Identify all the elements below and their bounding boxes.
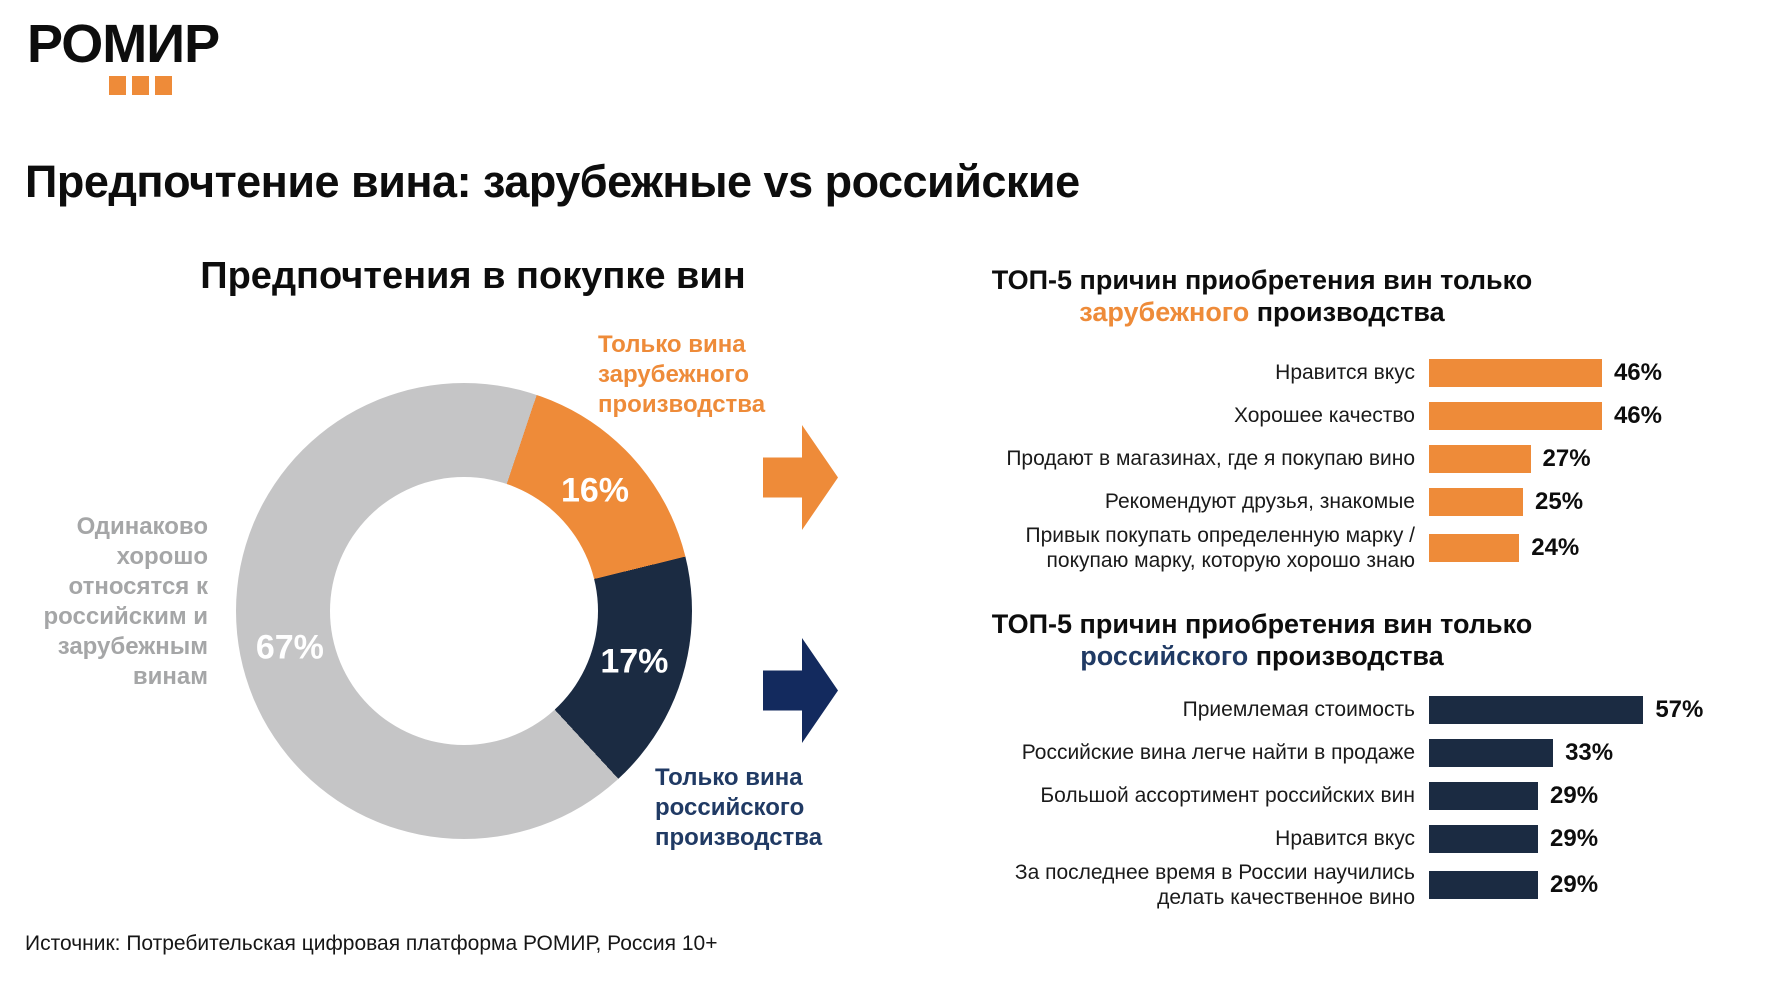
bar: [1429, 871, 1539, 899]
donut-hole: [330, 477, 598, 745]
bar: [1429, 358, 1602, 387]
bar-label: Нравится вкус: [1275, 827, 1415, 850]
bar: [1429, 401, 1602, 430]
bar-value: 27%: [1542, 444, 1591, 472]
bar-label: Российские вина легче найти в продаже: [1021, 741, 1415, 764]
annotation-both-wines: Одинаково хорошо относятся к российским …: [43, 513, 209, 690]
bar-row: Продают в магазинах, где я покупаю вино …: [960, 437, 1720, 480]
arrow-right-foreign-icon: [763, 425, 838, 530]
bar-chart-russian: Приемлемая стоимость 57% Российские вина…: [960, 688, 1720, 910]
bar-value: 33%: [1565, 738, 1614, 766]
title-suffix: производства: [1249, 297, 1445, 327]
romir-logo-text: РОМИР: [27, 14, 220, 74]
arrow-right-russian-icon: [763, 638, 838, 743]
bar-label: Большой ассортимент российских вин: [1040, 784, 1415, 807]
donut-percent-both: 67%: [255, 628, 324, 667]
bar-value: 46%: [1613, 358, 1662, 386]
annotation-foreign-wines: Только вина зарубежного производства: [598, 331, 766, 418]
bar-value: 24%: [1531, 534, 1580, 561]
bar-label: Приемлемая стоимость: [1182, 698, 1415, 721]
source-note: Источник: Потребительская цифровая платф…: [25, 932, 718, 955]
logo-dot-icon: [109, 76, 126, 95]
bar-row: Нравится вкус 29%: [960, 817, 1720, 860]
bar-label: Хорошее качество: [1233, 404, 1415, 427]
bar-chart-title-russian: ТОП-5 причин приобретения вин только рос…: [952, 608, 1572, 672]
title-highlight-foreign: зарубежного: [1079, 297, 1250, 327]
bar-chart-foreign: Нравится вкус 46% Хорошее качество 46% П…: [960, 351, 1720, 573]
bar-value: 29%: [1550, 871, 1599, 898]
logo-dot-icon: [155, 76, 172, 95]
donut-chart: 16% 17% 67%: [236, 383, 692, 839]
bar: [1429, 695, 1644, 724]
bar-row: Приемлемая стоимость 57%: [960, 688, 1720, 731]
bar-label: За последнее время в России научились де…: [1014, 861, 1415, 909]
bar: [1429, 824, 1539, 853]
bar: [1429, 444, 1531, 473]
page-title: Предпочтение вина: зарубежные vs российс…: [25, 156, 1080, 208]
bar-label: Нравится вкус: [1275, 361, 1415, 384]
title-highlight-russian: российского: [1080, 641, 1249, 671]
bar-label: Продают в магазинах, где я покупаю вино: [1006, 447, 1415, 470]
bar-row: Привык покупать определенную марку / пок…: [960, 523, 1720, 573]
logo-dot-icon: [132, 76, 149, 95]
bar-value: 46%: [1613, 401, 1662, 429]
title-line1: ТОП-5 причин приобретения вин только: [991, 265, 1533, 295]
donut-percent-russian: 17%: [600, 642, 669, 681]
bar-label: Привык покупать определенную марку / пок…: [1025, 524, 1415, 572]
bar-row: Большой ассортимент российских вин 29%: [960, 774, 1720, 817]
bar: [1429, 738, 1554, 767]
romir-logo-dots-icon: [109, 76, 172, 95]
bar-row: Рекомендуют друзья, знакомые 25%: [960, 480, 1720, 523]
bar-value: 57%: [1655, 695, 1704, 723]
bar-row: Российские вина легче найти в продаже 33…: [960, 731, 1720, 774]
title-suffix: производства: [1248, 641, 1444, 671]
bar-value: 25%: [1535, 487, 1584, 515]
romir-logo: РОМИР: [27, 14, 220, 95]
donut-chart-title: Предпочтения в покупке вин: [200, 255, 746, 297]
bar-row: За последнее время в России научились де…: [960, 860, 1720, 910]
bar-value: 29%: [1550, 781, 1599, 809]
donut-percent-foreign: 16%: [560, 471, 630, 510]
bar-label: Рекомендуют друзья, знакомые: [1104, 490, 1415, 513]
bar: [1429, 534, 1520, 562]
bar-row: Хорошее качество 46%: [960, 394, 1720, 437]
bar-row: Нравится вкус 46%: [960, 351, 1720, 394]
bar: [1429, 781, 1539, 810]
bar-chart-title-foreign: ТОП-5 причин приобретения вин только зар…: [952, 264, 1572, 328]
annotation-russian-wines: Только вина российского производства: [655, 764, 823, 851]
bar-value: 29%: [1550, 824, 1599, 852]
bar: [1429, 487, 1523, 516]
title-line1: ТОП-5 причин приобретения вин только: [991, 609, 1533, 639]
